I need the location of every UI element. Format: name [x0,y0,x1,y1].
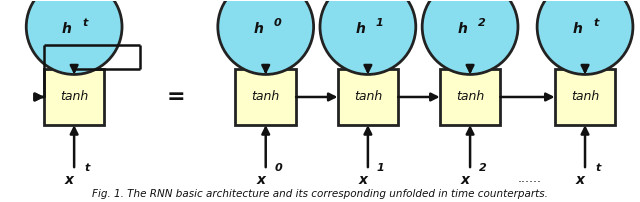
Text: tanh: tanh [571,90,599,103]
Text: tanh: tanh [456,90,484,103]
Text: tanh: tanh [252,90,280,103]
Text: 1: 1 [376,18,383,28]
Text: 0: 0 [275,163,282,173]
Text: h: h [458,22,467,36]
Ellipse shape [218,0,314,75]
FancyBboxPatch shape [555,69,615,125]
Text: x: x [256,173,265,187]
Text: h: h [355,22,365,36]
Text: x: x [358,173,367,187]
Text: =: = [167,87,186,107]
Text: t: t [84,163,90,173]
FancyBboxPatch shape [236,69,296,125]
Text: h: h [572,22,582,36]
Ellipse shape [26,0,122,75]
Text: tanh: tanh [60,90,88,103]
Text: Fig. 1. The RNN basic architecture and its corresponding unfolded in time counte: Fig. 1. The RNN basic architecture and i… [92,189,548,199]
Text: t: t [594,18,599,28]
FancyBboxPatch shape [337,69,398,125]
Text: 2: 2 [477,18,486,28]
Text: 1: 1 [377,163,385,173]
Text: x: x [460,173,470,187]
Text: h: h [253,22,263,36]
Text: x: x [65,173,74,187]
FancyBboxPatch shape [440,69,500,125]
FancyBboxPatch shape [44,69,104,125]
Ellipse shape [320,0,416,75]
Text: h: h [61,22,72,36]
Ellipse shape [537,0,633,75]
Text: 0: 0 [273,18,281,28]
Ellipse shape [422,0,518,75]
Text: t: t [83,18,88,28]
Text: t: t [595,163,600,173]
Text: ......: ...... [518,172,541,185]
Text: x: x [575,173,584,187]
Text: 2: 2 [479,163,487,173]
Text: tanh: tanh [354,90,382,103]
